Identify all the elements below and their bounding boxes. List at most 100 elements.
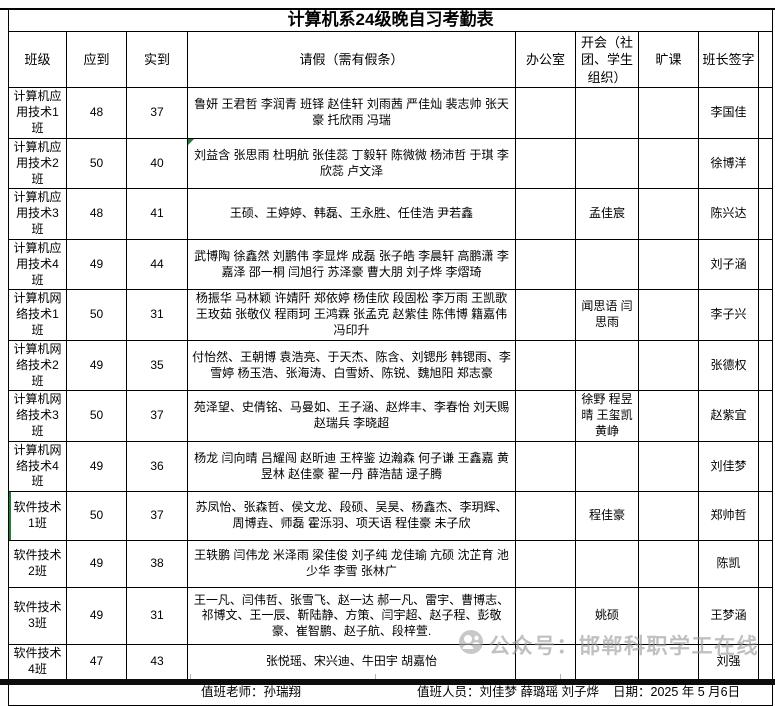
class-cell: 计算机网络技术1班 [8,289,67,341]
spacer-cell [757,440,774,493]
signature-cell: 李国佳 [698,87,759,139]
duty-teacher: 值班老师：孙瑞翔 [201,684,302,699]
leave-cell: 王轶鹏 闫伟龙 米泽雨 梁佳俊 刘子纯 龙佳瑜 亢硕 沈芷育 池少华 李雪 张林… [187,540,516,589]
table-row: 计算机网络技术4班 49 36 杨龙 闫向晴 吕耀闯 赵昕迪 王梓鉴 边瀚森 何… [8,440,774,493]
meeting-cell [575,440,639,493]
leave-cell: 苏凤怡、张森哲、侯文龙、段硕、吴昊、杨鑫杰、李玥辉、周博垚、师磊 霍泺羽、项天语… [187,491,516,542]
actual-cell: 31 [126,289,188,341]
meeting-cell: 闻思语 闫思雨 [575,289,639,341]
absent-cell [638,440,699,493]
expected-cell: 49 [66,540,127,589]
office-cell [515,238,576,291]
table-row: 软件技术3班 49 31 王一凡、闫伟哲、张雪飞、赵一达 郝一凡、雷宇、曹博志、… [8,587,774,646]
signature-cell: 陈兴达 [698,188,759,240]
office-cell [515,188,576,240]
leave-cell: 王一凡、闫伟哲、张雪飞、赵一达 郝一凡、雷宇、曹博志、祁博文、王一辰、靳陆静、方… [187,587,516,646]
signature-cell: 李子兴 [698,289,759,341]
leave-cell: 鲁妍 王君哲 李润青 班铎 赵佳轩 刘雨茜 严佳灿 裴志帅 张天豪 托欣雨 冯瑞 [187,87,516,139]
class-cell: 计算机网络技术2班 [8,339,67,392]
expected-cell: 49 [66,587,127,646]
office-cell [515,87,576,139]
meeting-cell: 孟佳宸 [575,188,639,240]
actual-cell: 37 [126,390,188,442]
absent-cell [638,339,699,392]
cell-comment-marker [188,139,194,145]
absent-cell [638,87,699,139]
spacer-cell [757,137,774,190]
class-cell: 计算机应用技术2班 [8,137,67,190]
class-cell: 计算机网络技术4班 [8,440,67,493]
table-row: 计算机应用技术4班 49 44 武博陶 徐鑫然 刘鹏伟 李显烨 成磊 张子皓 李… [8,238,774,291]
class-cell: 软件技术3班 [8,587,67,646]
signature-cell: 王梦涵 [698,587,759,646]
office-cell [515,440,576,493]
bottom-border-band [0,679,775,685]
col-header-absent: 旷课 [638,31,699,89]
office-cell [515,587,576,646]
col-header-actual: 实到 [126,31,188,89]
class-cell: 计算机应用技术1班 [8,87,67,139]
expected-cell: 50 [66,137,127,190]
class-cell: 软件技术4班 [8,644,67,680]
absent-cell [638,644,699,680]
table-row: 计算机系24级晚自习考勤表 [7,7,774,33]
table-row: 软件技术2班 49 38 王轶鹏 闫伟龙 米泽雨 梁佳俊 刘子纯 龙佳瑜 亢硕 … [8,540,774,589]
duty-staff: 值班人员：刘佳梦 薛璐瑶 刘子烨 [417,684,599,699]
expected-cell: 47 [66,644,127,680]
meeting-cell: 姚硕 [575,587,639,646]
absent-cell [638,188,699,240]
duty-date: 日期：2025 年 5 月6日 [613,684,741,699]
expected-cell: 50 [66,390,127,442]
table-row: 软件技术1班 50 37 苏凤怡、张森哲、侯文龙、段硕、吴昊、杨鑫杰、李玥辉、周… [8,491,774,542]
actual-cell: 35 [126,339,188,392]
expected-cell: 48 [66,87,127,139]
col-header-leave: 请假（需有假条） [187,31,516,89]
expected-cell: 49 [66,339,127,392]
spacer-cell [757,491,774,542]
actual-cell: 41 [126,188,188,240]
actual-cell: 31 [126,587,188,646]
signature-cell: 徐博洋 [698,137,759,190]
expected-cell: 50 [66,491,127,542]
actual-cell: 40 [126,137,188,190]
meeting-cell: 程佳豪 [575,491,639,542]
leave-text: 刘益含 张思雨 杜明航 张佳蕊 丁毅轩 陈微微 杨沛哲 于琪 李欣蕊 卢文泽 [194,147,509,178]
leave-cell: 杨龙 闫向晴 吕耀闯 赵昕迪 王梓鉴 边瀚森 何子谦 王鑫嘉 黄昱林 赵佳豪 翟… [187,440,516,493]
absent-cell [638,289,699,341]
table-row: 计算机网络技术3班 50 37 苑泽望、史倩铭、马曼如、王子涵、赵烨丰、李春怡 … [8,390,774,442]
leave-cell: 刘益含 张思雨 杜明航 张佳蕊 丁毅轩 陈微微 杨沛哲 于琪 李欣蕊 卢文泽 [187,137,516,190]
leave-cell: 苑泽望、史倩铭、马曼如、王子涵、赵烨丰、李春怡 刘天赐 赵瑞兵 李晓超 [187,390,516,442]
spacer-cell [757,238,774,291]
actual-cell: 36 [126,440,188,493]
page-title: 计算机系24级晚自习考勤表 [7,7,774,33]
absent-cell [638,390,699,442]
spacer-cell [757,188,774,240]
absent-cell [638,491,699,542]
top-border-line [0,8,775,10]
absent-cell [638,238,699,291]
table-row: 计算机网络技术1班 50 31 杨振华 马林颖 许婧阡 郑依婷 杨佳欣 段固松 … [8,289,774,341]
signature-cell: 赵紫宜 [698,390,759,442]
meeting-cell [575,540,639,589]
signature-cell: 郑帅哲 [698,491,759,542]
attendance-table: 计算机系24级晚自习考勤表 班级 应到 实到 请假（需有假条） 办公室 开会（社… [7,7,774,706]
spacer-cell [757,339,774,392]
signature-cell: 刘子涵 [698,238,759,291]
table-row: 计算机应用技术3班 48 41 王硕、王婷婷、韩磊、王永胜、任佳浩 尹若鑫 孟佳… [8,188,774,240]
office-cell [515,390,576,442]
class-cell: 计算机应用技术4班 [8,238,67,291]
actual-cell: 37 [126,87,188,139]
actual-cell: 43 [126,644,188,680]
spacer-cell [757,289,774,341]
office-cell [515,339,576,392]
expected-cell: 49 [66,440,127,493]
absent-cell [638,540,699,589]
meeting-cell: 徐野 程昱晴 王玺凯 黄峥 [575,390,639,442]
class-cell: 软件技术1班 [8,491,67,542]
meeting-cell [575,238,639,291]
leave-cell: 王硕、王婷婷、韩磊、王永胜、任佳浩 尹若鑫 [187,188,516,240]
meeting-cell [575,137,639,190]
col-header-meeting: 开会（社团、学生组织） [575,31,639,89]
class-cell: 计算机应用技术3班 [8,188,67,240]
meeting-cell [575,339,639,392]
